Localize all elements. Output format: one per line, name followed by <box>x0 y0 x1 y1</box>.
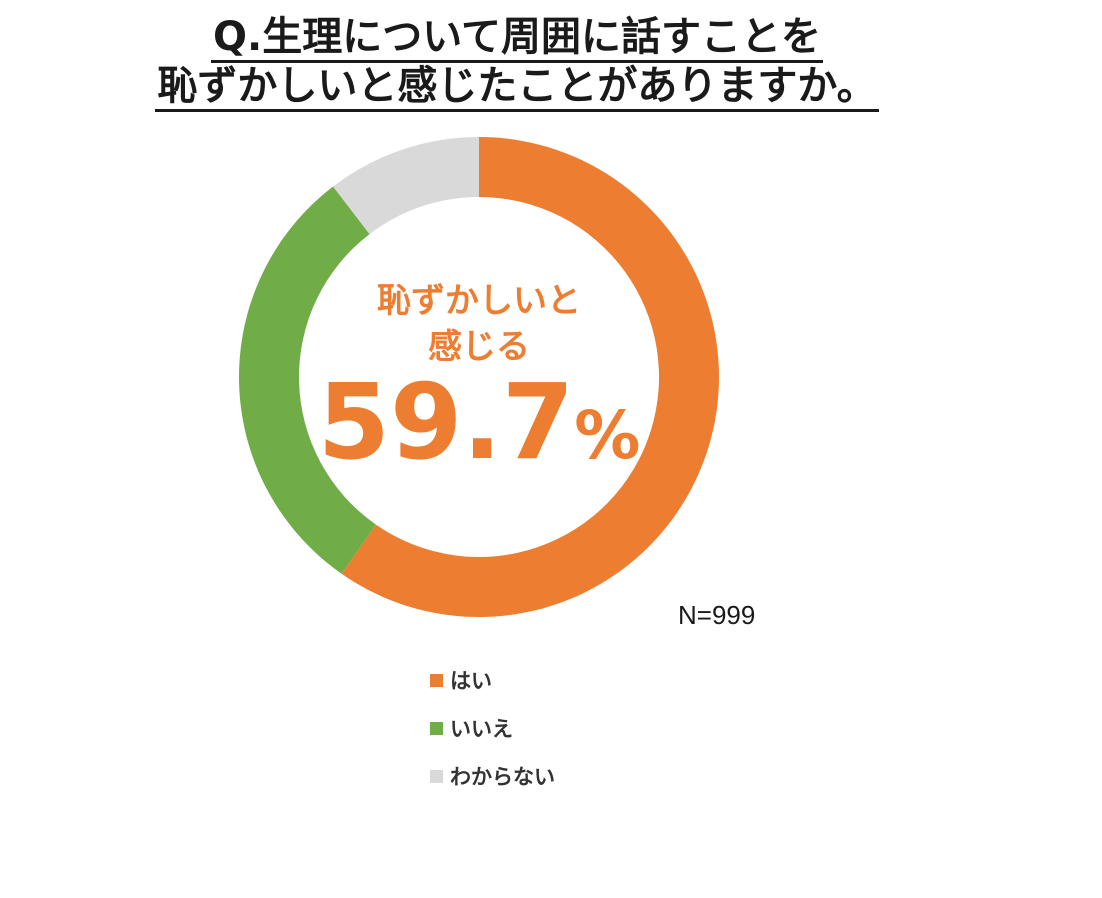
legend-item-yes: はい <box>430 656 555 704</box>
donut-slices <box>239 137 719 617</box>
center-label-line-1: 恥ずかしいと <box>377 281 581 321</box>
center-percentage-unit: % <box>574 397 640 474</box>
sample-size-label: N=999 <box>678 600 756 630</box>
center-percentage-value: 59.7 <box>318 361 575 483</box>
center-percentage: 59.7% <box>318 361 641 483</box>
legend-item-dont-know: わからない <box>430 752 555 800</box>
legend-label-yes: はい <box>450 669 492 693</box>
center-label-line-2: 感じる <box>428 327 530 367</box>
donut-slice-no <box>239 186 376 574</box>
chart-title: Q.生理について周囲に話すことを 恥ずかしいと感じたことがありますか。 <box>0 14 1034 112</box>
legend-swatch-no <box>430 721 443 735</box>
legend-swatch-dont-know <box>430 769 443 783</box>
title-line-1: Q.生理について周囲に話すことを <box>211 14 823 63</box>
legend-item-no: いいえ <box>430 704 555 752</box>
legend-label-no: いいえ <box>450 717 513 741</box>
donut-slice-yes <box>341 137 719 617</box>
donut-slice-dont-know <box>333 137 479 235</box>
legend-label-dont-know: わからない <box>450 765 555 789</box>
legend-swatch-yes <box>430 673 443 687</box>
legend: はい いいえ わからない <box>430 656 555 800</box>
title-line-2: 恥ずかしいと感じたことがありますか。 <box>155 63 879 112</box>
